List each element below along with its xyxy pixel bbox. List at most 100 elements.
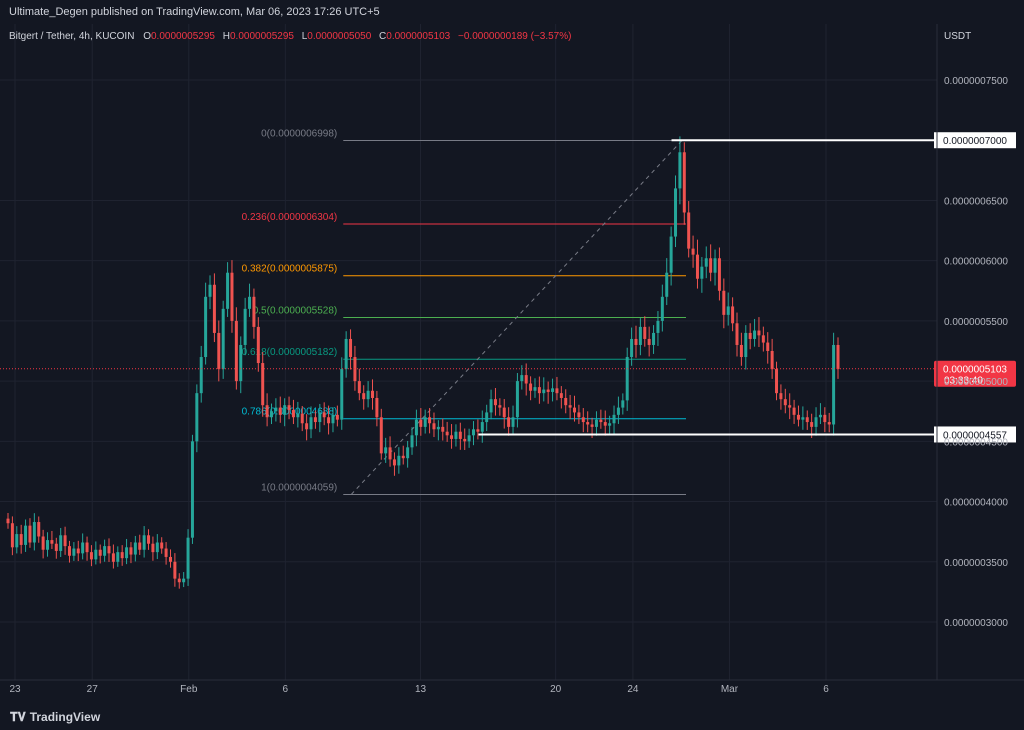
horizontal-levels[interactable]: 0.0000007000 0.0000004557 0.000000510303:3…	[0, 132, 1016, 443]
candle-body	[612, 414, 616, 424]
candle-body	[647, 338, 651, 345]
candle-body	[173, 561, 177, 579]
legend-line: Bitgert / Tether, 4h, KUCOIN O 0.00000052…	[9, 31, 571, 42]
candle-body	[586, 422, 590, 425]
candle-body	[713, 258, 717, 273]
candle-body	[551, 388, 555, 392]
legend-symbol: Bitgert / Tether, 4h, KUCOIN	[9, 31, 134, 42]
y-tick-label: 0.0000005500	[944, 317, 1008, 328]
candle-body	[682, 152, 686, 213]
y-tick-label: 0.0000003500	[944, 558, 1008, 569]
candle-body	[827, 422, 831, 425]
candle-body	[278, 407, 282, 415]
x-tick-label: Feb	[180, 684, 198, 695]
candle-body	[401, 455, 405, 459]
candle-body	[309, 417, 313, 430]
y-tick-label: 0.0000003000	[944, 618, 1008, 629]
candle-body	[67, 546, 71, 556]
candle-body	[366, 390, 370, 400]
candle-body	[54, 543, 58, 551]
candle-body	[76, 548, 80, 554]
legend-h-value: 0.0000005295	[230, 31, 294, 42]
candle-body	[397, 455, 401, 466]
candle-body	[142, 535, 146, 550]
candle-body	[296, 413, 300, 418]
candle-body	[507, 417, 511, 427]
candle-body	[283, 405, 287, 415]
candle-body	[665, 272, 669, 297]
candle-body	[674, 188, 678, 237]
candle-body	[375, 397, 379, 418]
candle-body	[775, 369, 779, 394]
candle-body	[423, 417, 427, 427]
candle-body	[234, 320, 238, 382]
price-chart[interactable]: 0(0.0000006998) 0.236(0.0000006304) 0.382(…	[0, 24, 1024, 702]
candle-body	[322, 412, 326, 418]
time-axis[interactable]: 23 27 Feb 6 13 20 24 Mar 6	[9, 684, 829, 695]
candle-body	[392, 459, 396, 466]
currency-label: USDT	[944, 31, 971, 42]
candle-body	[291, 410, 295, 418]
candle-body	[542, 389, 546, 394]
ohlc-legend: Bitgert / Tether, 4h, KUCOIN O 0.00000052…	[9, 31, 571, 42]
candle-body	[625, 357, 629, 401]
candle-body	[370, 390, 374, 398]
candle-body	[564, 397, 568, 406]
horizontal-level-label: 0.0000007000	[943, 136, 1007, 147]
candle-body	[436, 426, 440, 430]
candle-body	[810, 422, 814, 427]
legend-c-value: 0.0000005103	[386, 31, 450, 42]
candle-body	[630, 338, 634, 358]
candle-body	[410, 435, 414, 448]
tradingview-brand[interactable]: 𝐓𝐕 TradingView	[10, 710, 100, 725]
candle-body	[182, 578, 186, 583]
candle-body	[111, 553, 115, 562]
candle-body	[107, 546, 111, 554]
candle-body	[489, 399, 493, 413]
candle-body	[590, 424, 594, 427]
candle-body	[520, 375, 524, 382]
candle-body	[770, 351, 774, 370]
candle-body	[573, 407, 577, 413]
price-axis[interactable]: 0.0000007500 0.0000006500 0.0000006000 0.00…	[944, 76, 1008, 629]
candle-body	[568, 405, 572, 408]
candle-body	[577, 412, 581, 418]
candle-body	[621, 400, 625, 408]
candle-body	[120, 552, 124, 559]
candle-body	[634, 338, 638, 345]
candle-body	[761, 335, 765, 343]
legend-o-label: O	[143, 31, 151, 42]
candle-body	[753, 330, 757, 339]
candle-body	[704, 258, 708, 267]
candle-body	[660, 296, 664, 321]
fib-level-label: 0.236(0.0000006304)	[242, 212, 338, 223]
candle-body	[89, 552, 93, 560]
candle-body	[129, 547, 133, 555]
candle-body	[529, 383, 533, 391]
candle-body	[594, 419, 598, 427]
grid	[0, 24, 937, 680]
candle-body	[300, 413, 304, 424]
candle-body	[195, 393, 199, 442]
candle-body	[735, 323, 739, 345]
x-tick-label: 27	[87, 684, 99, 695]
candle-body	[59, 535, 63, 551]
candle-body	[208, 284, 212, 297]
y-tick-label: 0.0000004000	[944, 498, 1008, 509]
legend-h-label: H	[223, 31, 230, 42]
header-bar: Ultimate_Degen published on TradingView.…	[0, 0, 1024, 24]
candle-body	[515, 381, 519, 418]
y-tick-label: 0.0000005000	[944, 377, 1008, 388]
candle-body	[757, 330, 761, 336]
candle-body	[252, 296, 256, 327]
y-tick-label: 0.0000006500	[944, 196, 1008, 207]
candle-body	[160, 542, 164, 549]
candle-body	[63, 535, 67, 547]
candle-body	[85, 542, 89, 553]
chart-area[interactable]: 0(0.0000006998) 0.236(0.0000006304) 0.382(…	[0, 24, 1024, 702]
candle-body	[186, 537, 190, 579]
candle-body	[608, 423, 612, 426]
candle-body	[493, 399, 497, 406]
candle-body	[748, 332, 752, 339]
candle-body	[432, 423, 436, 430]
